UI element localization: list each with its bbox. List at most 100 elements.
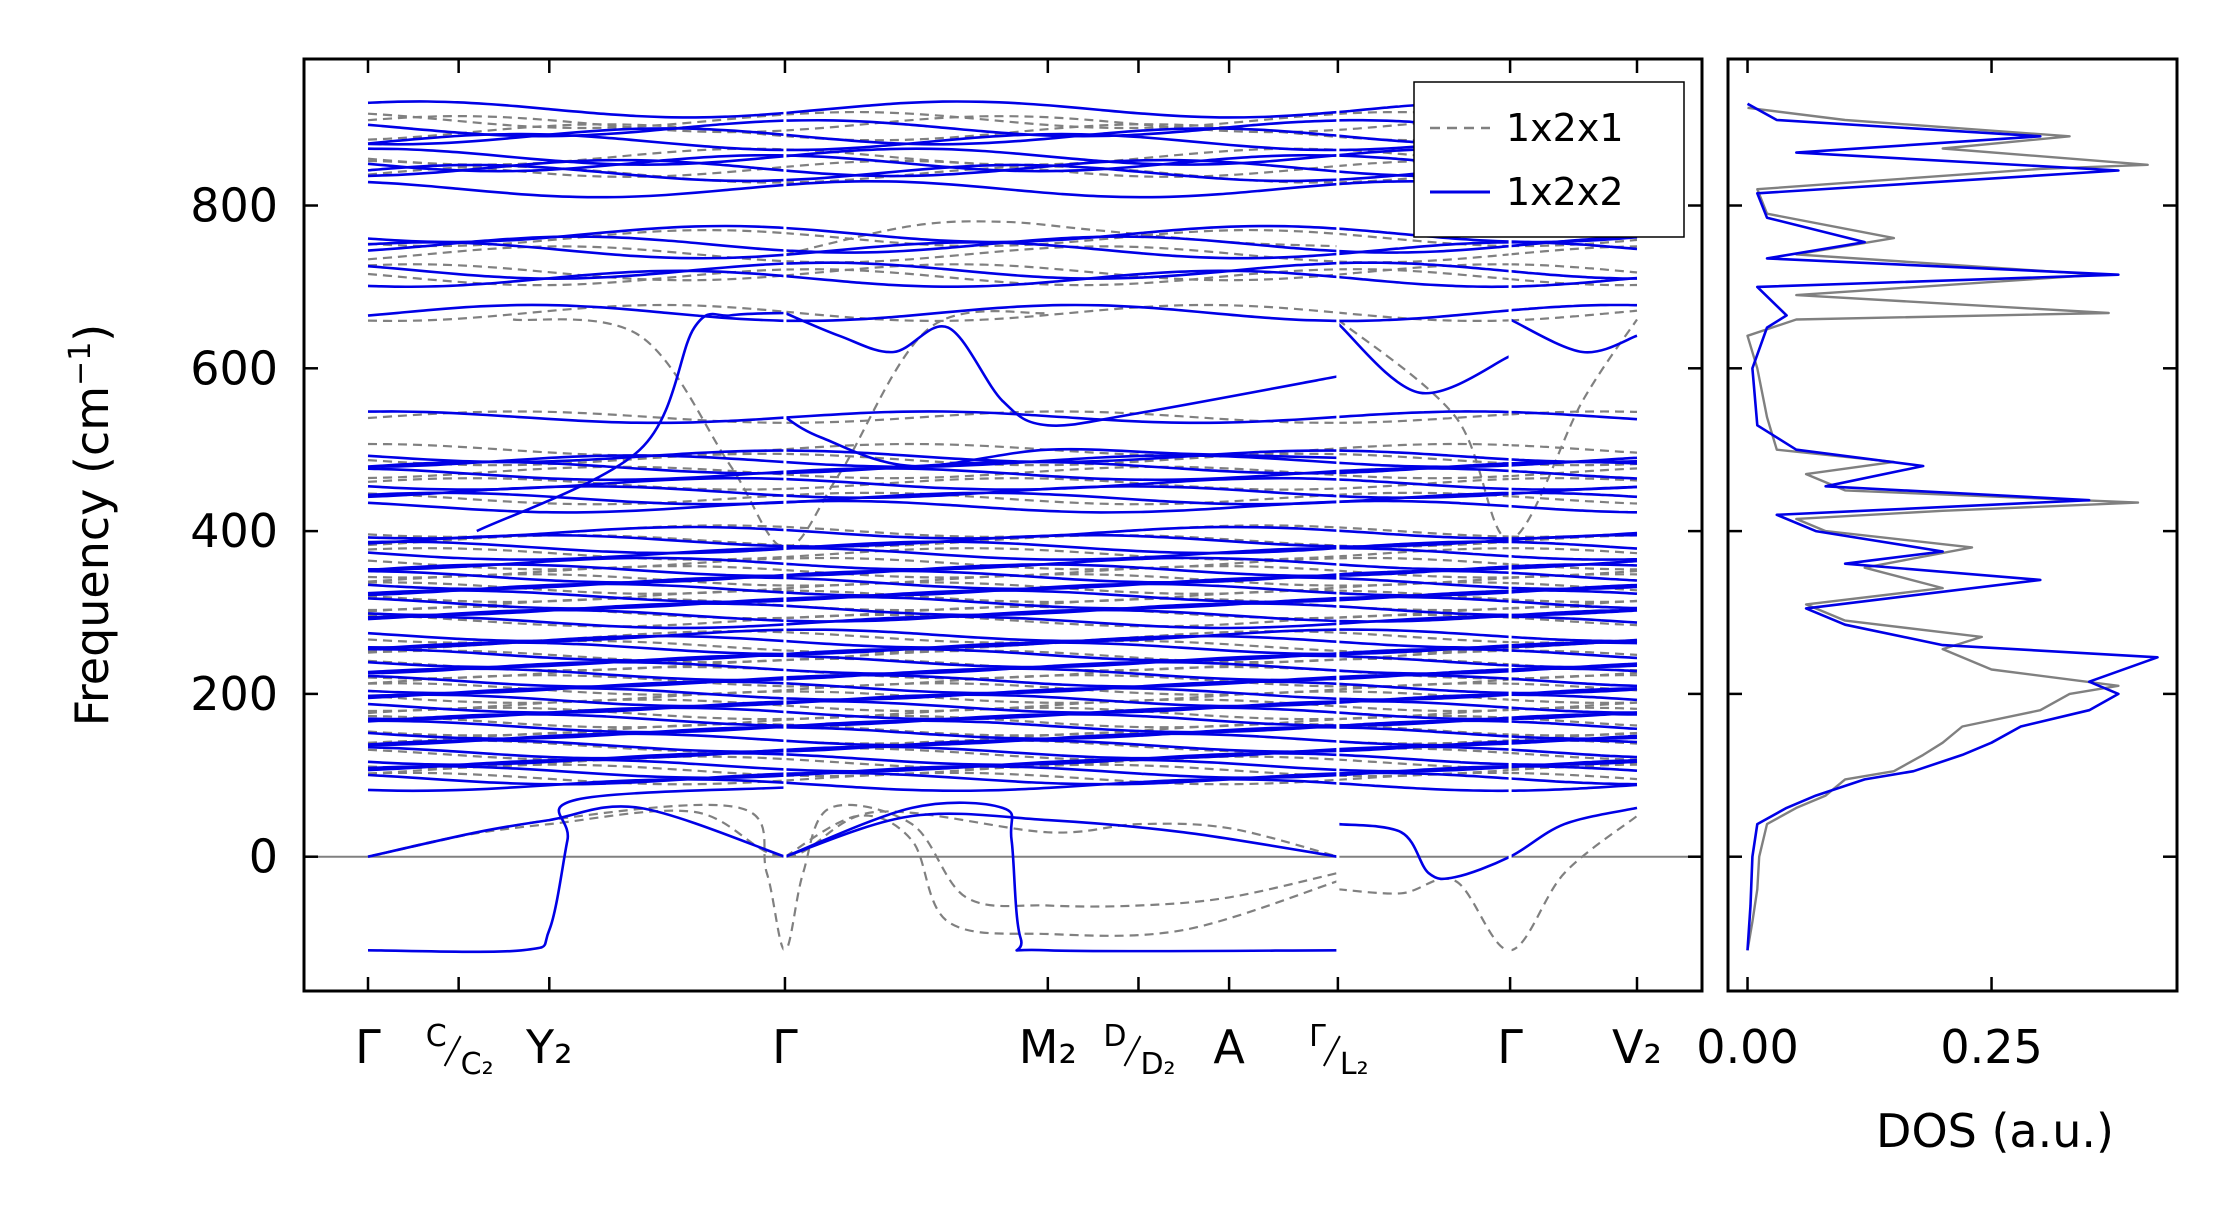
band-line <box>784 569 1338 584</box>
y-axis-ticks: 0 200 400 600 800 <box>190 179 1702 884</box>
band-line <box>367 147 786 166</box>
band-line <box>784 546 1338 561</box>
band-line <box>1510 589 1638 595</box>
dispersive-band-line <box>784 801 1338 953</box>
band-line <box>1337 605 1511 617</box>
dispersive-band-line <box>784 311 1339 427</box>
band-line <box>367 245 786 263</box>
band-line <box>784 719 1338 734</box>
y-axis-label: Frequency (cm−1) <box>63 324 119 727</box>
band-line <box>1510 693 1638 702</box>
band-line <box>784 241 1338 260</box>
band-line <box>1337 529 1511 540</box>
dispersive-band-line <box>1337 806 1638 881</box>
dispersive-band-line <box>784 220 1338 256</box>
band-line <box>367 706 786 721</box>
band-line <box>784 615 1338 630</box>
band-line <box>367 573 786 587</box>
band-line <box>784 269 1338 289</box>
legend-label-1x2x2: 1x2x2 <box>1506 170 1624 214</box>
band-line <box>784 745 1338 760</box>
band-line <box>784 771 1338 786</box>
band-line <box>1337 499 1511 508</box>
band-line <box>367 540 786 555</box>
band-line <box>1510 616 1638 627</box>
band-line <box>784 608 1338 623</box>
band-line <box>784 410 1338 424</box>
band-line <box>367 163 786 183</box>
band-line <box>1510 731 1638 742</box>
band-line <box>367 240 786 260</box>
y-tick-label: 800 <box>190 179 278 233</box>
band-line <box>367 533 786 548</box>
band-line <box>367 660 786 675</box>
dos-y-ticks <box>1728 204 2177 858</box>
band-line <box>784 589 1338 604</box>
band-line <box>1510 573 1638 579</box>
band-line <box>1510 600 1638 610</box>
dos-line-1x2x1 <box>1746 106 2149 951</box>
band-line <box>1510 712 1638 719</box>
band-line <box>1510 615 1638 624</box>
band-line <box>1337 726 1511 738</box>
band-line <box>367 454 786 469</box>
band-line <box>367 491 786 506</box>
band-line <box>367 235 786 252</box>
band-line <box>784 235 1338 254</box>
band-line <box>784 491 1338 506</box>
band-line <box>1510 777 1638 786</box>
band-line <box>367 153 786 173</box>
band-line <box>367 263 786 282</box>
band-line <box>784 100 1338 119</box>
band-line <box>784 467 1338 482</box>
band-line <box>367 556 786 571</box>
band-line <box>784 303 1338 323</box>
band-line <box>1510 720 1638 731</box>
band-line <box>1510 751 1638 761</box>
band-line <box>367 524 786 538</box>
dispersive-band-line <box>1337 322 1511 395</box>
band-line <box>367 467 786 482</box>
band-line <box>1337 654 1511 667</box>
k-point-label: Γ <box>772 1020 798 1074</box>
band-line <box>784 261 1338 280</box>
band-line <box>367 763 786 777</box>
k-point-label: Γ <box>1497 1020 1523 1074</box>
band-line <box>367 641 786 656</box>
band-line <box>784 268 1338 287</box>
y-tick-label: 0 <box>249 830 278 884</box>
band-line <box>1510 504 1638 514</box>
band-line <box>367 738 786 754</box>
band-line <box>1337 540 1511 550</box>
k-frac-numerator: Γ <box>1309 1019 1326 1054</box>
band-line <box>1337 410 1511 419</box>
band-line <box>784 228 1338 248</box>
y-tick-label: 400 <box>190 504 278 558</box>
dos-x-ticks: 0.00 0.25 <box>1696 59 2043 1074</box>
band-line <box>784 597 1338 612</box>
band-line <box>1337 241 1511 256</box>
band-line <box>784 132 1338 152</box>
band-line <box>1337 569 1511 576</box>
band-line <box>784 731 1338 745</box>
band-line <box>1510 469 1638 480</box>
band-line <box>784 163 1338 183</box>
band-line <box>1510 783 1638 792</box>
band-line <box>1337 615 1511 626</box>
band-line <box>1510 771 1638 781</box>
band-curves <box>367 100 1638 954</box>
k-point-label: M₂ <box>1019 1020 1077 1074</box>
band-line <box>367 112 786 130</box>
band-line <box>367 778 786 793</box>
band-line <box>784 699 1338 714</box>
band-line <box>1337 753 1511 766</box>
band-line <box>367 460 786 475</box>
band-line <box>1510 667 1638 673</box>
band-line <box>1337 261 1511 273</box>
band-line <box>1510 764 1638 772</box>
band-line <box>367 262 786 280</box>
band-line <box>784 641 1338 656</box>
band-line <box>1510 540 1638 550</box>
band-line <box>1337 644 1511 656</box>
